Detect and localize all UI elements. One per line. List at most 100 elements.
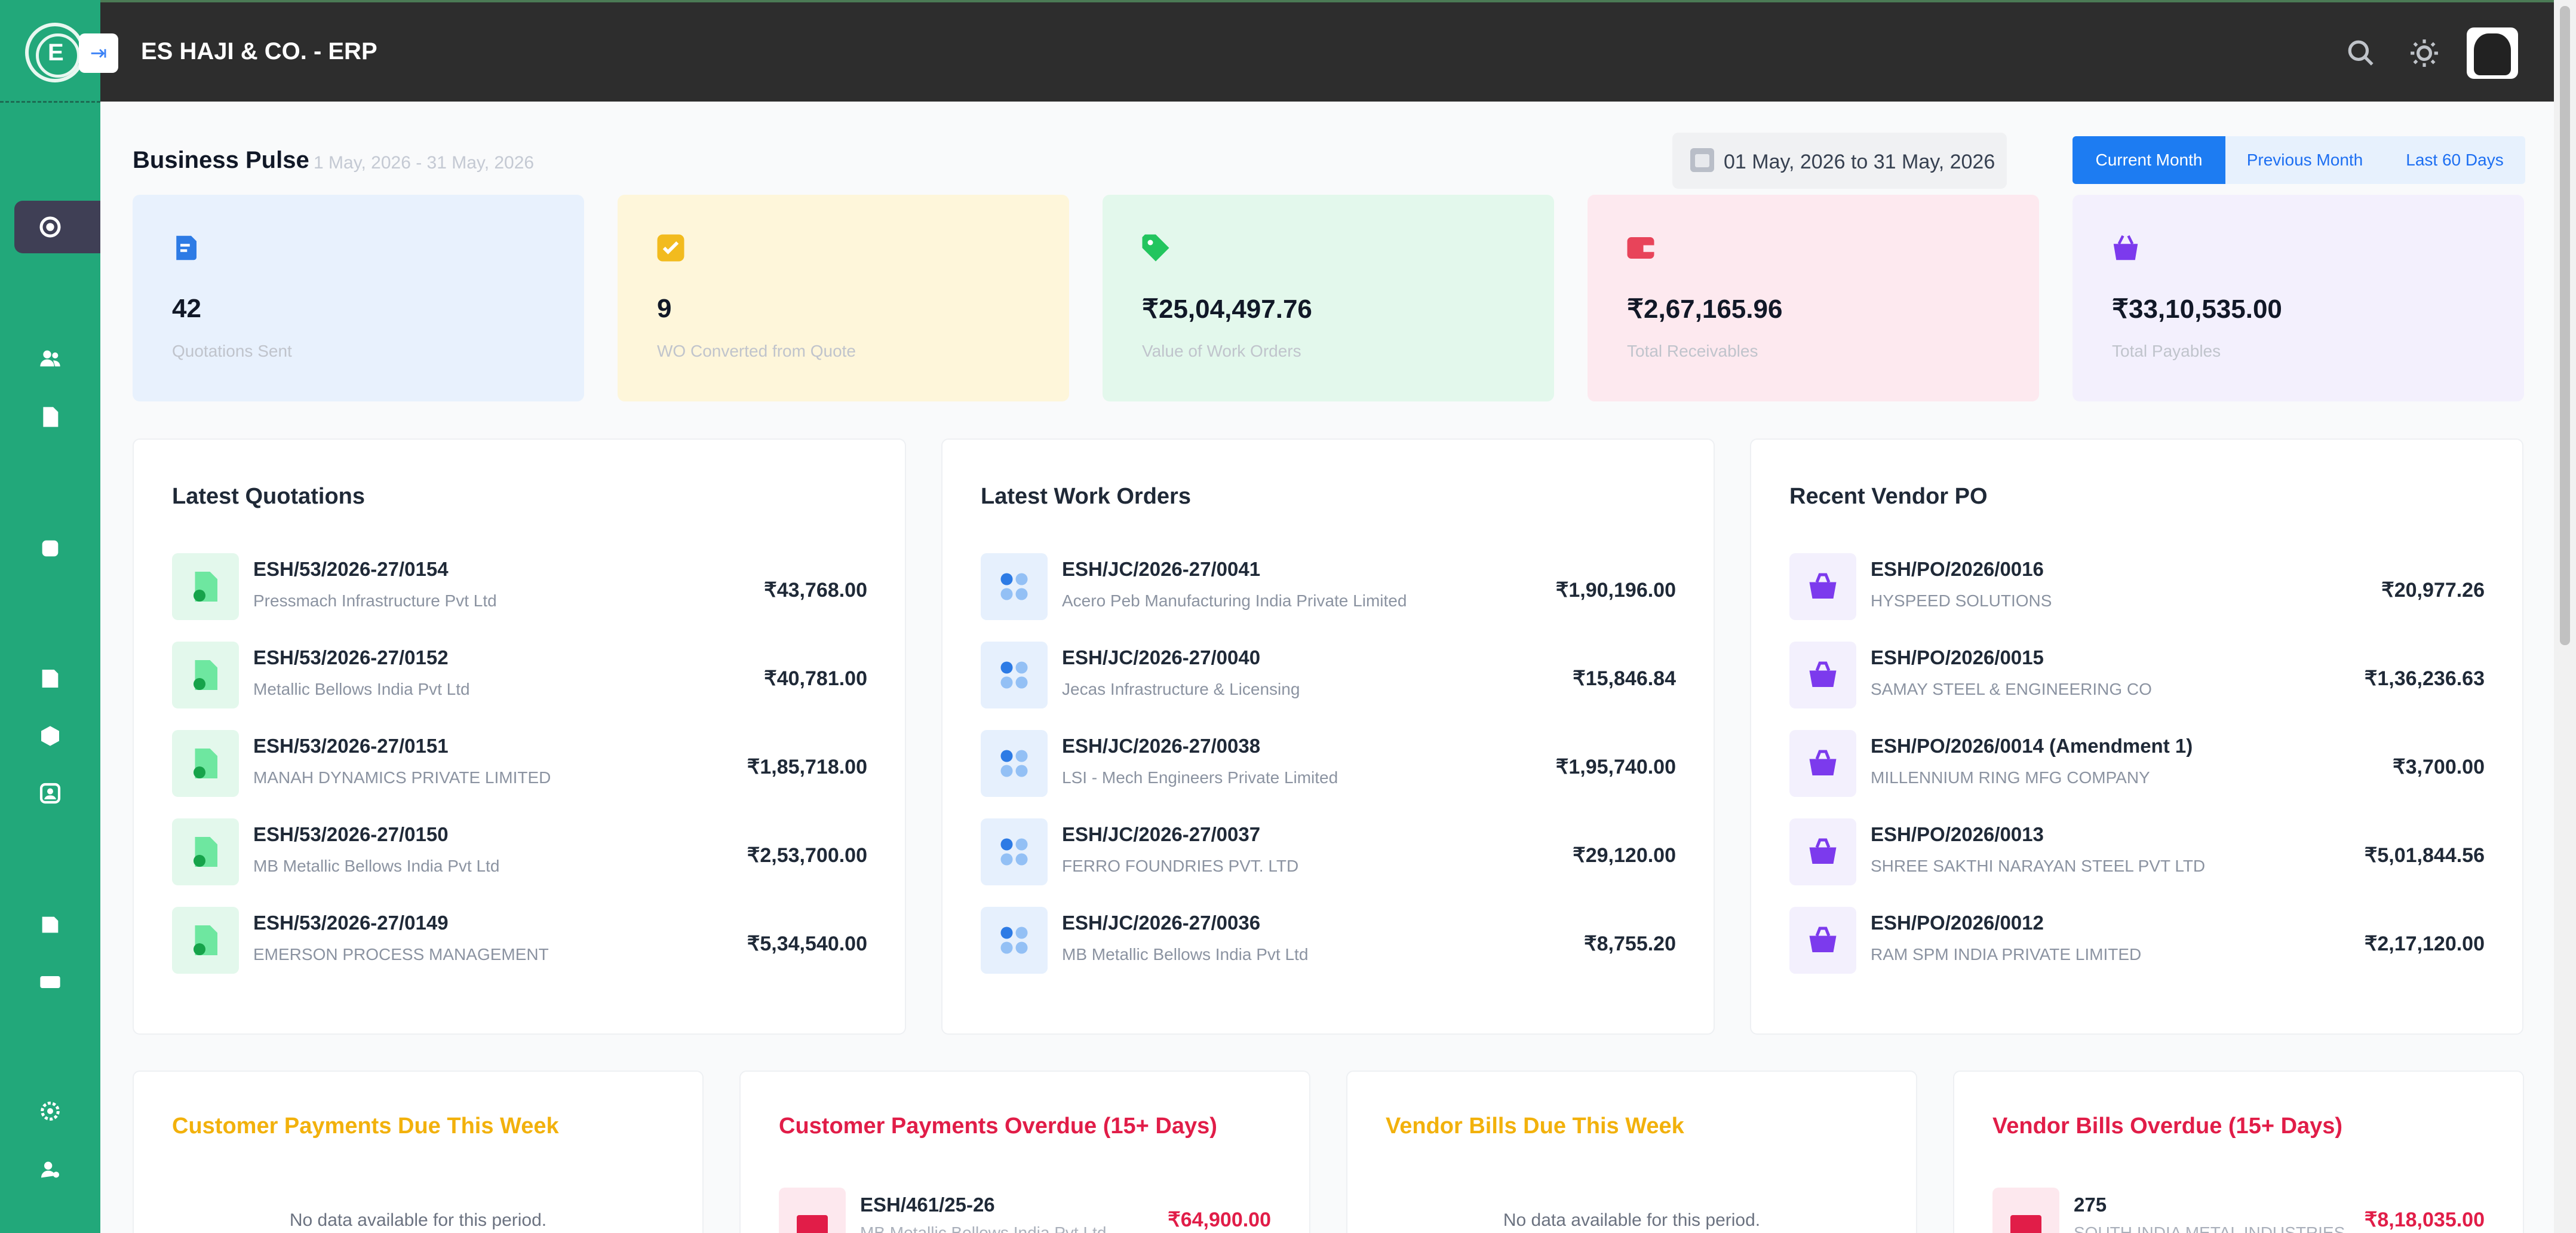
card-title: Vendor Bills Overdue (15+ Days) <box>1992 1114 2343 1139</box>
quotation-code: ESH/53/2026-27/0150 <box>253 823 449 845</box>
vendor-po-row[interactable]: ESH/PO/2026/0016 HYSPEED SOLUTIONS ₹20,977… <box>1789 553 2485 642</box>
quotation-party: Pressmach Infrastructure Pvt Ltd <box>253 591 497 610</box>
overdue-code[interactable]: 275 <box>2074 1194 2107 1216</box>
work-order-row[interactable]: ESH/JC/2026-27/0036 MB Metallic Bellows I… <box>981 907 1676 995</box>
user-avatar[interactable] <box>2467 27 2518 79</box>
vendor-po-row[interactable]: ESH/PO/2026/0013 SHREE SAKTHI NARAYAN STE… <box>1789 818 2485 907</box>
tag-icon <box>1140 232 1172 264</box>
work-order-row[interactable]: ESH/JC/2026-27/0038 LSI - Mech Engineers … <box>981 730 1676 818</box>
quotation-doc-icon[interactable] <box>37 404 63 430</box>
basket-icon <box>2110 232 2142 264</box>
quotation-row[interactable]: ESH/53/2026-27/0151 MANAH DYNAMICS PRIVAT… <box>172 730 867 818</box>
vendor-po-amount: ₹3,700.00 <box>2393 756 2485 778</box>
quotation-doc-icon <box>172 553 239 620</box>
box-icon[interactable] <box>37 535 63 562</box>
vendor-po-amount: ₹5,01,844.56 <box>2364 844 2485 867</box>
period-last-60-days-button[interactable]: Last 60 Days <box>2384 136 2525 184</box>
vendor-po-amount: ₹20,977.26 <box>2381 579 2485 602</box>
empty-state-text: No data available for this period. <box>1503 1210 1761 1230</box>
quotation-amount: ₹40,781.00 <box>764 667 867 690</box>
stat-label: Value of Work Orders <box>1142 342 1301 360</box>
overdue-code[interactable]: ESH/461/25-26 <box>860 1194 995 1216</box>
work-order-amount: ₹29,120.00 <box>1573 844 1676 867</box>
card-title: Vendor Bills Due This Week <box>1386 1114 1684 1139</box>
vendor-po-party: SAMAY STEEL & ENGINEERING CO <box>1871 680 2152 698</box>
payments-icon[interactable] <box>37 969 63 995</box>
grid-dots-icon <box>981 907 1048 974</box>
vendor-po-row[interactable]: ESH/PO/2026/0012 RAM SPM INDIA PRIVATE LI… <box>1789 907 2485 995</box>
work-order-row[interactable]: ESH/JC/2026-27/0040 Jecas Infrastructure … <box>981 642 1676 730</box>
basket-icon <box>1789 642 1856 708</box>
basket-icon <box>1789 730 1856 797</box>
wallet-icon <box>1625 232 1657 264</box>
stat-value: ₹2,67,165.96 <box>1627 295 1783 324</box>
grid-dots-icon <box>981 553 1048 620</box>
stat-value: 9 <box>657 294 672 323</box>
vendor-po-amount: ₹1,36,236.63 <box>2364 667 2485 690</box>
basket-icon <box>1789 818 1856 885</box>
work-order-row[interactable]: ESH/JC/2026-27/0041 Acero Peb Manufacturi… <box>981 553 1676 642</box>
company-logo <box>25 23 85 82</box>
theme-toggle-icon[interactable] <box>2409 38 2439 68</box>
contacts-icon[interactable] <box>37 780 63 806</box>
vendor-po-code: ESH/PO/2026/0012 <box>1871 912 2044 934</box>
card-title: Customer Payments Overdue (15+ Days) <box>779 1114 1217 1139</box>
quotation-doc-icon <box>172 907 239 974</box>
vendor-po-amount: ₹2,17,120.00 <box>2364 933 2485 955</box>
scrollbar-thumb[interactable] <box>2560 6 2570 645</box>
work-order-amount: ₹1,95,740.00 <box>1555 756 1676 778</box>
quotation-party: Metallic Bellows India Pvt Ltd <box>253 680 470 698</box>
stat-label: Quotations Sent <box>172 342 292 360</box>
dashboard-icon[interactable] <box>37 214 63 240</box>
quotation-row[interactable]: ESH/53/2026-27/0150 MB Metallic Bellows I… <box>172 818 867 907</box>
calendar-icon <box>1690 148 1714 172</box>
customer-payments-due-card: Customer Payments Due This Week No data … <box>133 1071 704 1233</box>
page-scrollbar[interactable] <box>2554 0 2576 1233</box>
page-title: Business Pulse <box>133 147 309 173</box>
period-previous-month-button[interactable]: Previous Month <box>2225 136 2384 184</box>
vendor-po-code: ESH/PO/2026/0014 (Amendment 1) <box>1871 735 2193 757</box>
period-current-month-button[interactable]: Current Month <box>2073 136 2225 184</box>
settings-icon[interactable] <box>37 1098 63 1124</box>
user-settings-icon[interactable] <box>37 1157 63 1183</box>
quotation-row[interactable]: ESH/53/2026-27/0154 Pressmach Infrastruct… <box>172 553 867 642</box>
quotation-row[interactable]: ESH/53/2026-27/0149 EMERSON PROCESS MANAG… <box>172 907 867 995</box>
checkbox-icon <box>655 232 687 264</box>
inventory-icon[interactable] <box>37 723 63 749</box>
vendor-po-row[interactable]: ESH/PO/2026/0015 SAMAY STEEL & ENGINEERIN… <box>1789 642 2485 730</box>
overdue-party: SOUTH INDIA METAL INDUSTRIES <box>2074 1223 2345 1233</box>
quotation-code: ESH/53/2026-27/0154 <box>253 558 449 580</box>
quotation-amount: ₹1,85,718.00 <box>747 756 867 778</box>
logo-area <box>0 0 100 103</box>
top-header: ES HAJI & CO. - ERP <box>100 0 2554 102</box>
vendor-po-row[interactable]: ESH/PO/2026/0014 (Amendment 1) MILLENNIUM… <box>1789 730 2485 818</box>
customer-payments-overdue-card: Customer Payments Overdue (15+ Days) ESH… <box>739 1071 1310 1233</box>
work-order-code: ESH/JC/2026-27/0041 <box>1062 558 1261 580</box>
stat-value: ₹33,10,535.00 <box>2112 295 2282 324</box>
search-icon[interactable] <box>2346 38 2376 68</box>
quotation-row[interactable]: ESH/53/2026-27/0152 Metallic Bellows Indi… <box>172 642 867 730</box>
sidebar <box>0 0 100 1233</box>
overdue-amount: ₹64,900.00 <box>1168 1209 1271 1231</box>
basket-icon <box>1789 553 1856 620</box>
orders-icon[interactable] <box>37 665 63 692</box>
vendor-po-party: HYSPEED SOLUTIONS <box>1871 591 2052 610</box>
quotation-party: EMERSON PROCESS MANAGEMENT <box>253 945 549 964</box>
sidebar-collapse-button[interactable]: ⇥ <box>79 33 118 73</box>
stat-card-quotations: 42 Quotations Sent <box>133 195 584 401</box>
recent-vendor-po-card: Recent Vendor PO ESH/PO/2026/0016 HYSPEED… <box>1750 438 2523 1035</box>
date-range-picker[interactable]: 01 May, 2026 to 31 May, 2026 <box>1672 133 2007 189</box>
stat-label: Total Payables <box>2112 342 2221 360</box>
vendor-po-party: RAM SPM INDIA PRIVATE LIMITED <box>1871 945 2142 964</box>
customers-icon[interactable] <box>37 345 63 372</box>
grid-dots-icon <box>981 730 1048 797</box>
card-title: Customer Payments Due This Week <box>172 1114 559 1139</box>
stat-card-payables: ₹33,10,535.00 Total Payables <box>2073 195 2524 401</box>
stat-value: ₹25,04,497.76 <box>1142 295 1312 324</box>
empty-state-text: No data available for this period. <box>289 1210 547 1230</box>
overdue-party: MB Metallic Bellows India Pvt Ltd <box>860 1223 1107 1233</box>
work-order-party: MB Metallic Bellows India Pvt Ltd <box>1062 945 1309 964</box>
reports-icon[interactable] <box>37 912 63 938</box>
quotation-amount: ₹2,53,700.00 <box>747 844 867 867</box>
work-order-row[interactable]: ESH/JC/2026-27/0037 FERRO FOUNDRIES PVT. … <box>981 818 1676 907</box>
